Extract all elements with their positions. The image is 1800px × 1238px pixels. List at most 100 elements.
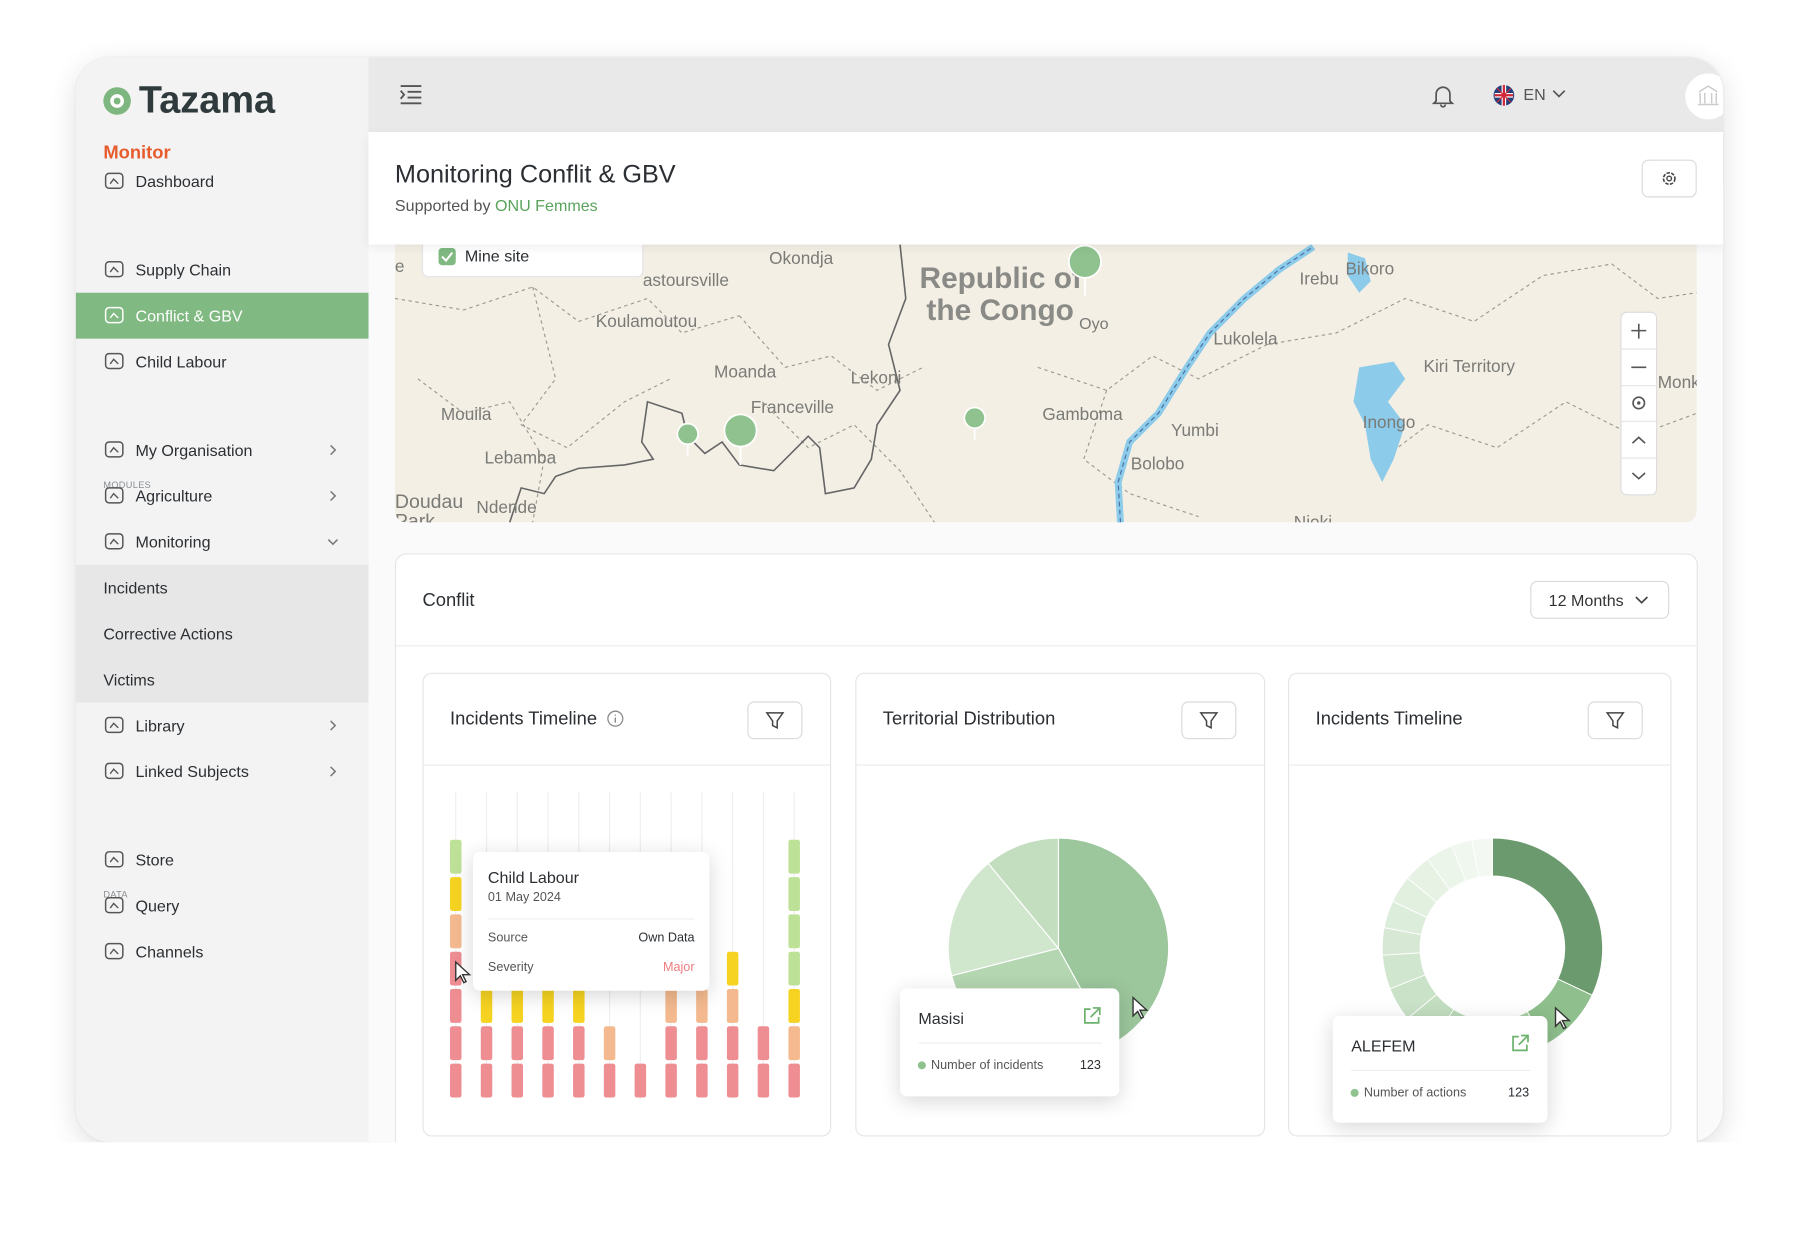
bar-block: [757, 1063, 770, 1098]
nav-icon: [104, 487, 124, 504]
nav-item[interactable]: Library: [76, 703, 369, 749]
settings-button[interactable]: [1641, 159, 1697, 198]
dot: [1350, 1088, 1359, 1097]
open-link[interactable]: [1080, 1005, 1103, 1028]
filter-button[interactable]: [1587, 701, 1643, 740]
slice: [1491, 837, 1604, 996]
markers[interactable]: [676, 244, 1102, 465]
nav-icon: [104, 260, 124, 278]
bar-segment: [788, 989, 800, 1023]
dot: [917, 1061, 926, 1070]
icon-detail: [109, 856, 119, 863]
icon-shape: [104, 487, 124, 504]
slice: [987, 837, 1060, 950]
nav-subitem[interactable]: Corrective Actions: [75, 610, 369, 657]
nav-item[interactable]: Agriculture: [76, 473, 369, 519]
section-heading: DATA: [103, 889, 128, 901]
chevron-path: [330, 444, 337, 456]
nav-icon: [104, 716, 124, 734]
bar-segment: [788, 1063, 800, 1098]
nav-label: Query: [135, 896, 180, 915]
map-label: Moanda: [714, 362, 777, 382]
notifications[interactable]: [1431, 83, 1455, 108]
bar-segment: [757, 1026, 770, 1098]
icon-detail: [109, 178, 119, 185]
period: 12 Months: [1548, 591, 1624, 610]
open-link-path: [1083, 1007, 1101, 1024]
partner-link[interactable]: ONU Femmes: [495, 196, 598, 215]
filter-path: [765, 712, 785, 730]
icon-detail: [109, 266, 119, 273]
icon-shape: [104, 851, 124, 868]
nav-item[interactable]: Child Labour: [76, 339, 369, 385]
bar-block: [511, 989, 524, 1023]
bar-block: [788, 1026, 800, 1061]
tooltip-label: Number of actions: [1363, 1086, 1467, 1100]
open-link[interactable]: [1508, 1032, 1531, 1055]
nav-item[interactable]: Linked Subjects: [76, 748, 369, 794]
nav-item[interactable]: Monitoring: [76, 519, 369, 565]
map-label: Kiri Territory: [1424, 356, 1516, 376]
tooltip-value: Own Data: [638, 931, 695, 945]
map-label: Lukolela: [1213, 328, 1278, 348]
nav-label: Victims: [103, 670, 155, 689]
card-title: Territorial Distribution: [882, 709, 1056, 729]
bar-segment: [603, 1063, 616, 1098]
divider: [1351, 1069, 1531, 1072]
nav-item[interactable]: Channels: [76, 929, 369, 975]
tooltip-label: Number of incidents: [931, 1058, 1044, 1073]
period-select[interactable]: 12 Months: [1530, 580, 1670, 619]
zoom-controls[interactable]: [1620, 311, 1658, 496]
chevron-path: [330, 766, 337, 777]
bar-segment: [665, 1026, 677, 1098]
nav-subitem[interactable]: Victims: [75, 656, 369, 703]
map-label: Doudau: [395, 491, 463, 513]
nav-item[interactable]: Dashboard: [76, 158, 369, 204]
card-title: Incidents Timeline: [1315, 709, 1463, 729]
nav-item[interactable]: Supply Chain: [76, 247, 369, 293]
nav-item[interactable]: Store: [76, 837, 369, 883]
bottom-mask: [0, 1142, 1800, 1238]
map-label: Mouila: [441, 404, 492, 424]
icon-shape: [104, 762, 124, 780]
flag: [1493, 84, 1515, 106]
bar-block: [788, 1063, 800, 1098]
nav-icon: [104, 851, 124, 868]
info-circle: [607, 710, 624, 727]
icon-detail: [109, 538, 119, 545]
filter-button[interactable]: [1181, 701, 1237, 740]
bar-block: [511, 1063, 524, 1098]
menu-toggle[interactable]: [398, 83, 423, 106]
chevron: [330, 766, 337, 777]
legend-label: Mine site: [465, 247, 529, 265]
nav-item[interactable]: My Organisation: [76, 427, 369, 473]
nav-label: Child Labour: [135, 352, 227, 371]
bar-block: [542, 1026, 554, 1061]
map-label: astoursville: [643, 270, 729, 290]
logo-icon: [103, 87, 131, 115]
filter-icon: [1605, 712, 1625, 730]
nav-item[interactable]: Query: [76, 883, 369, 929]
tooltip-value: Major: [662, 960, 695, 975]
tooltip: Child Labour 01 May 2024 Source Own Data Sev…: [472, 851, 710, 991]
avatar[interactable]: [1683, 71, 1724, 122]
brand: Tazama: [138, 78, 276, 121]
chevron-path: [327, 539, 339, 546]
filter-button[interactable]: [747, 701, 803, 740]
subtitle: Supported by ONU Femmes: [395, 196, 598, 214]
language[interactable]: EN: [1523, 84, 1546, 104]
topbar: EN: [368, 57, 1724, 133]
icon-shape: [104, 172, 124, 190]
map-label: Bolobo: [1131, 453, 1185, 473]
map-label: e: [395, 256, 405, 276]
chevron: [327, 539, 339, 546]
nav-subitem[interactable]: Incidents: [75, 564, 369, 611]
nav-label: Dashboard: [135, 172, 215, 191]
nav-label: Corrective Actions: [103, 624, 233, 643]
section-heading: MODULES: [103, 479, 152, 491]
nav-label: Channels: [135, 942, 204, 961]
bar-segment: [634, 1063, 647, 1098]
nav-item[interactable]: Conflict & GBV: [75, 292, 369, 339]
bar-block: [450, 877, 462, 911]
